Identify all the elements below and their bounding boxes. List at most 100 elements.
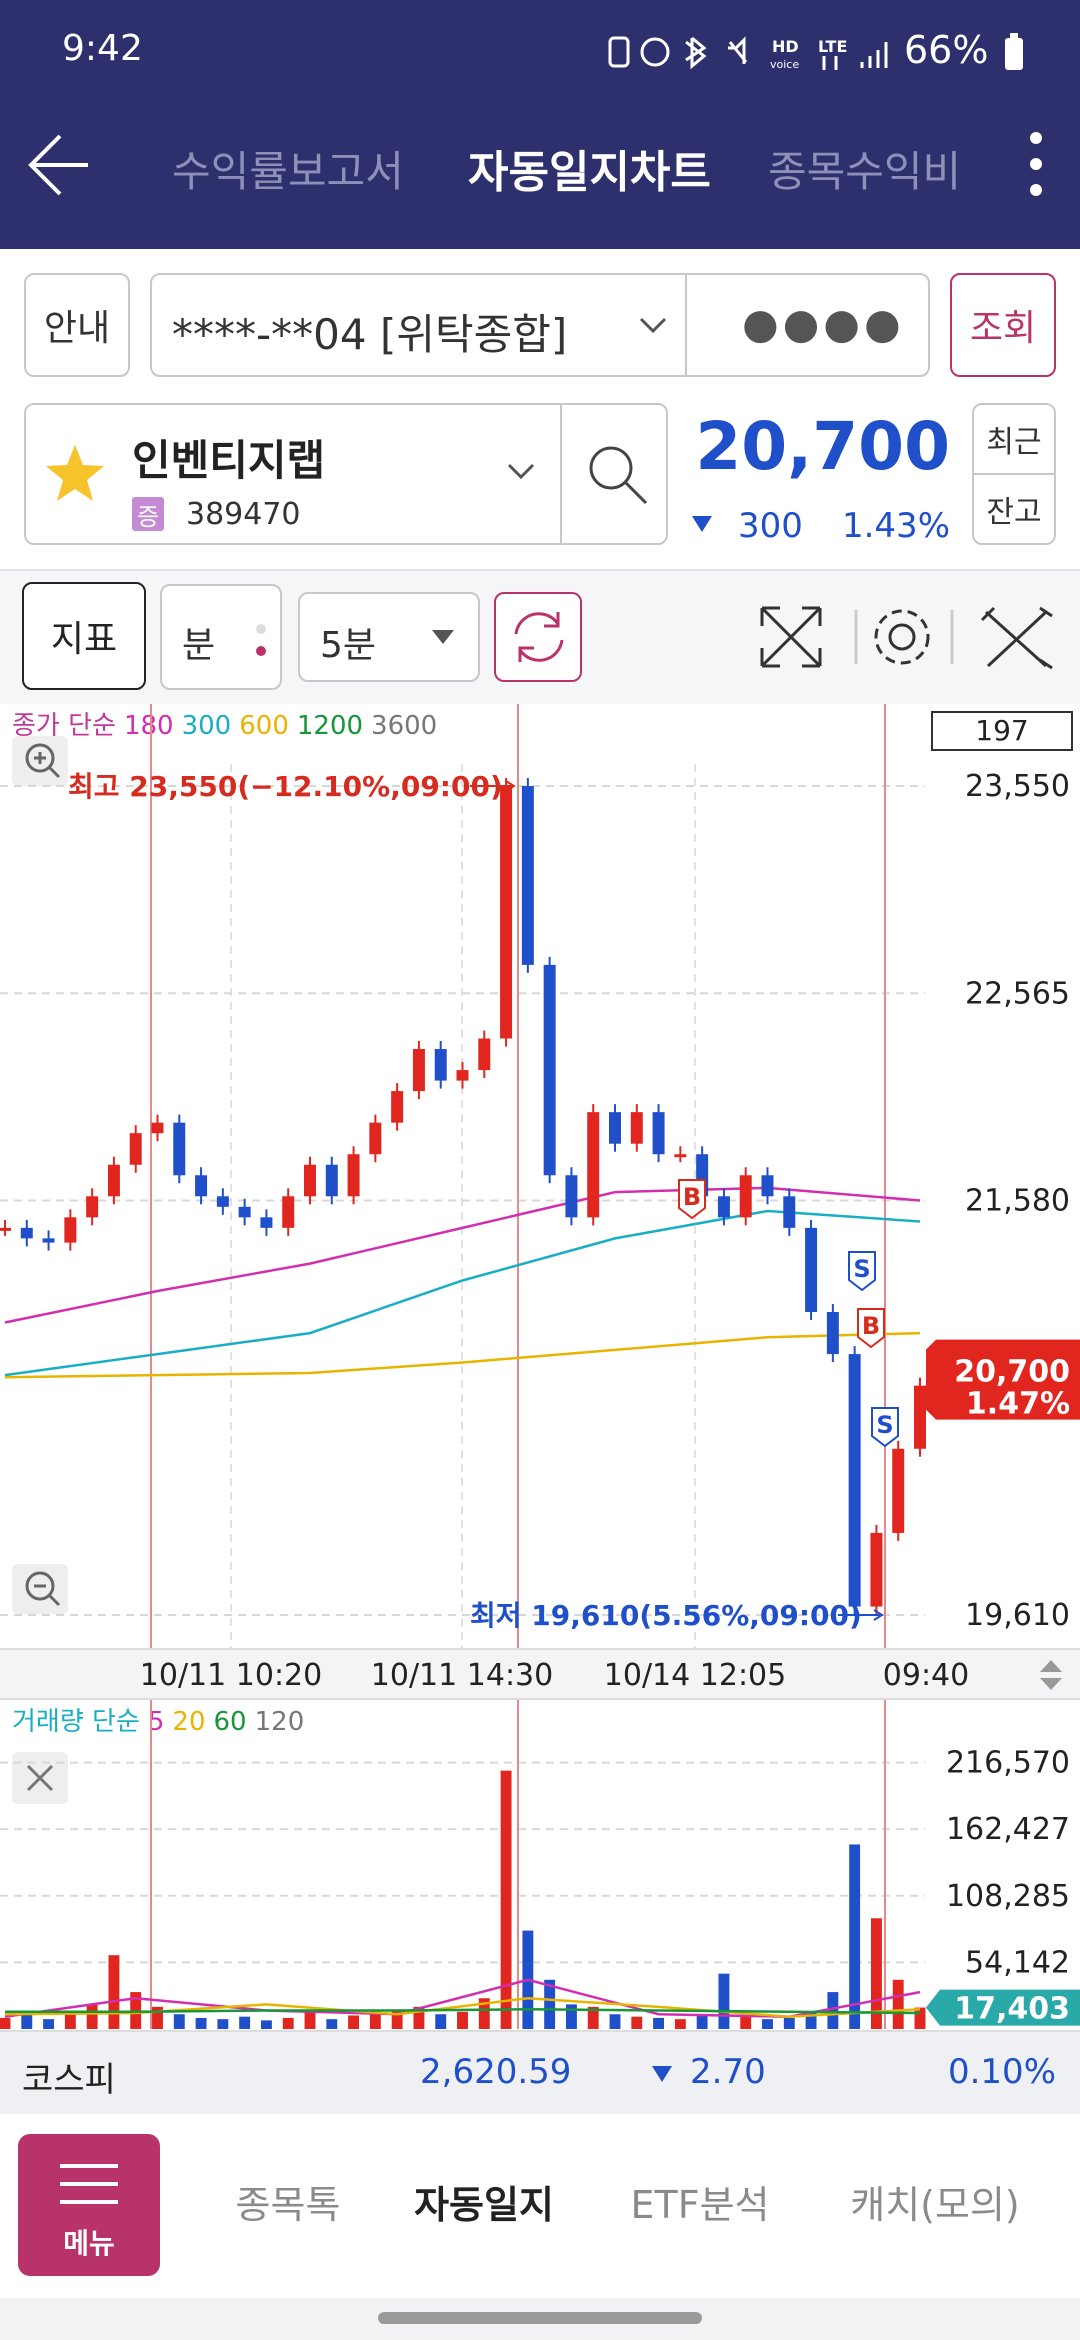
indicator-button[interactable]: 지표: [22, 582, 146, 690]
interval-select[interactable]: 5분: [298, 592, 480, 682]
dropdown-icon: [507, 463, 535, 480]
high-note: 최고 23,550(−12.10%,09:00): [68, 770, 503, 803]
minute-button[interactable]: 분: [160, 584, 282, 690]
volume-bar: [762, 2019, 773, 2029]
candle: [739, 1175, 752, 1218]
index-value: 2,620.59: [420, 2052, 572, 2092]
refresh-button[interactable]: [494, 592, 582, 682]
candle: [195, 1175, 208, 1197]
volume-bar: [326, 2019, 338, 2029]
close-indicator[interactable]: [12, 1752, 68, 1804]
candle: [717, 1196, 730, 1218]
volume-bar: [108, 1955, 120, 2029]
recent-button[interactable]: 최근: [974, 405, 1054, 475]
volume-bar: [457, 2011, 468, 2029]
volume-bar: [718, 1973, 730, 2029]
decoration: [60, 2164, 118, 2204]
chart-legend: 종가 단순 180 300 600 1200 3600: [12, 711, 437, 741]
nav-item[interactable]: 종목톡: [235, 2183, 341, 2227]
volume-bar: [21, 2014, 33, 2029]
tab-active[interactable]: 자동일지차트: [468, 147, 711, 198]
decoration: [608, 36, 630, 68]
volume-bar: [173, 2014, 185, 2029]
volume-bar: [914, 2007, 926, 2029]
menu-button[interactable]: 메뉴: [18, 2134, 160, 2276]
down-arrow: [652, 2066, 672, 2082]
query-button[interactable]: 조회: [950, 273, 1056, 377]
volume-bar: [152, 2006, 163, 2029]
header: 9:42 HD voice LTE 66% 수익률보고서 자동일지차트 종목수익비: [0, 0, 1080, 249]
y-tick-label: 21,580: [965, 1184, 1070, 1219]
volume-chart[interactable]: 거래량 단순 5 20 60 120 216,570 162,427 108,285 54,1…: [0, 1700, 1080, 2030]
x-tick-label: 09:40: [882, 1658, 970, 1693]
candle: [521, 786, 534, 965]
index-change: 2.70: [690, 2052, 766, 2092]
index-bar: 코스피 2,620.59 2.70 0.10%: [0, 2030, 1080, 2114]
nav-item[interactable]: 캐치(모의): [850, 2183, 1020, 2227]
volume-bar: [631, 2016, 643, 2029]
more-button[interactable]: [1024, 128, 1048, 200]
back-button[interactable]: [26, 130, 92, 200]
candle: [0, 1227, 11, 1231]
candle: [107, 1164, 120, 1197]
volume-bar: [282, 2017, 294, 2029]
account-selector[interactable]: ****-**04 [위탁종합] ●●●●: [150, 273, 930, 377]
candle: [129, 1133, 142, 1165]
ma-line: [4, 1209, 921, 1377]
stock-name: 인벤티지랩: [132, 436, 326, 485]
volume-bar: [86, 2004, 98, 2029]
volume-bar: [348, 2015, 360, 2029]
ma-line: [5, 2008, 921, 2015]
fullscreen-icon[interactable]: [760, 606, 822, 668]
candle: [412, 1049, 425, 1092]
axis-panel: [926, 704, 1080, 1648]
decoration: [507, 463, 535, 480]
zoom-in[interactable]: [12, 736, 68, 786]
x-tick-label: 10/11 10:20: [139, 1658, 323, 1693]
tab[interactable]: 종목수익비: [768, 147, 962, 196]
nav-item-active[interactable]: 자동일지: [414, 2183, 554, 2227]
index-rate: 0.10%: [947, 2052, 1056, 2092]
volume-bar: [870, 1918, 882, 2029]
decoration: [25, 743, 55, 773]
stock-selector[interactable]: 인벤티지랩 증 389470: [24, 403, 668, 545]
high-arrow: [470, 780, 516, 792]
decoration: [256, 646, 266, 656]
tab[interactable]: 수익률보고서: [172, 147, 404, 196]
y-tick-label: 19,610: [965, 1598, 1070, 1633]
candle: [500, 786, 513, 1039]
candle: [434, 1049, 447, 1081]
candle: [64, 1217, 77, 1243]
balance-button[interactable]: 잔고: [986, 495, 1042, 530]
nav-item[interactable]: ETF분석: [630, 2183, 770, 2227]
password-field[interactable]: ●●●●: [742, 299, 905, 348]
guide-button[interactable]: 안내: [24, 273, 130, 377]
trade-marker-label: S: [876, 1411, 893, 1439]
dropdown-icon: [432, 630, 454, 644]
decoration: [34, 752, 61, 779]
favorite-star[interactable]: [44, 443, 106, 503]
legend-entry: 180: [124, 711, 174, 741]
price-chart[interactable]: 종가 단순 180 300 600 1200 3600 197 23,55022,5652…: [0, 704, 1080, 1648]
minute-label: 분: [182, 625, 216, 666]
scroll-arrows[interactable]: [1036, 1656, 1066, 1694]
trade-marker: [678, 1179, 706, 1220]
y-tick-label: 216,570: [946, 1746, 1070, 1781]
trade-marker: [871, 1407, 899, 1448]
candle: [892, 1448, 905, 1533]
market-badge: 증: [132, 497, 164, 531]
decoration: [432, 630, 454, 644]
candle: [565, 1175, 578, 1218]
decoration: [640, 37, 670, 67]
volume-bar: [827, 1992, 839, 2029]
menu-label: 메뉴: [63, 2227, 115, 2260]
volume-bar: [64, 2010, 76, 2029]
zoom-out[interactable]: [12, 1564, 68, 1614]
volume-bar: [391, 2010, 403, 2029]
search-button[interactable]: [584, 441, 650, 507]
decoration: [25, 1571, 55, 1601]
candle: [216, 1196, 229, 1207]
divider: [560, 405, 562, 543]
decoration: [888, 623, 916, 651]
toolbar-icons: [760, 606, 1053, 670]
